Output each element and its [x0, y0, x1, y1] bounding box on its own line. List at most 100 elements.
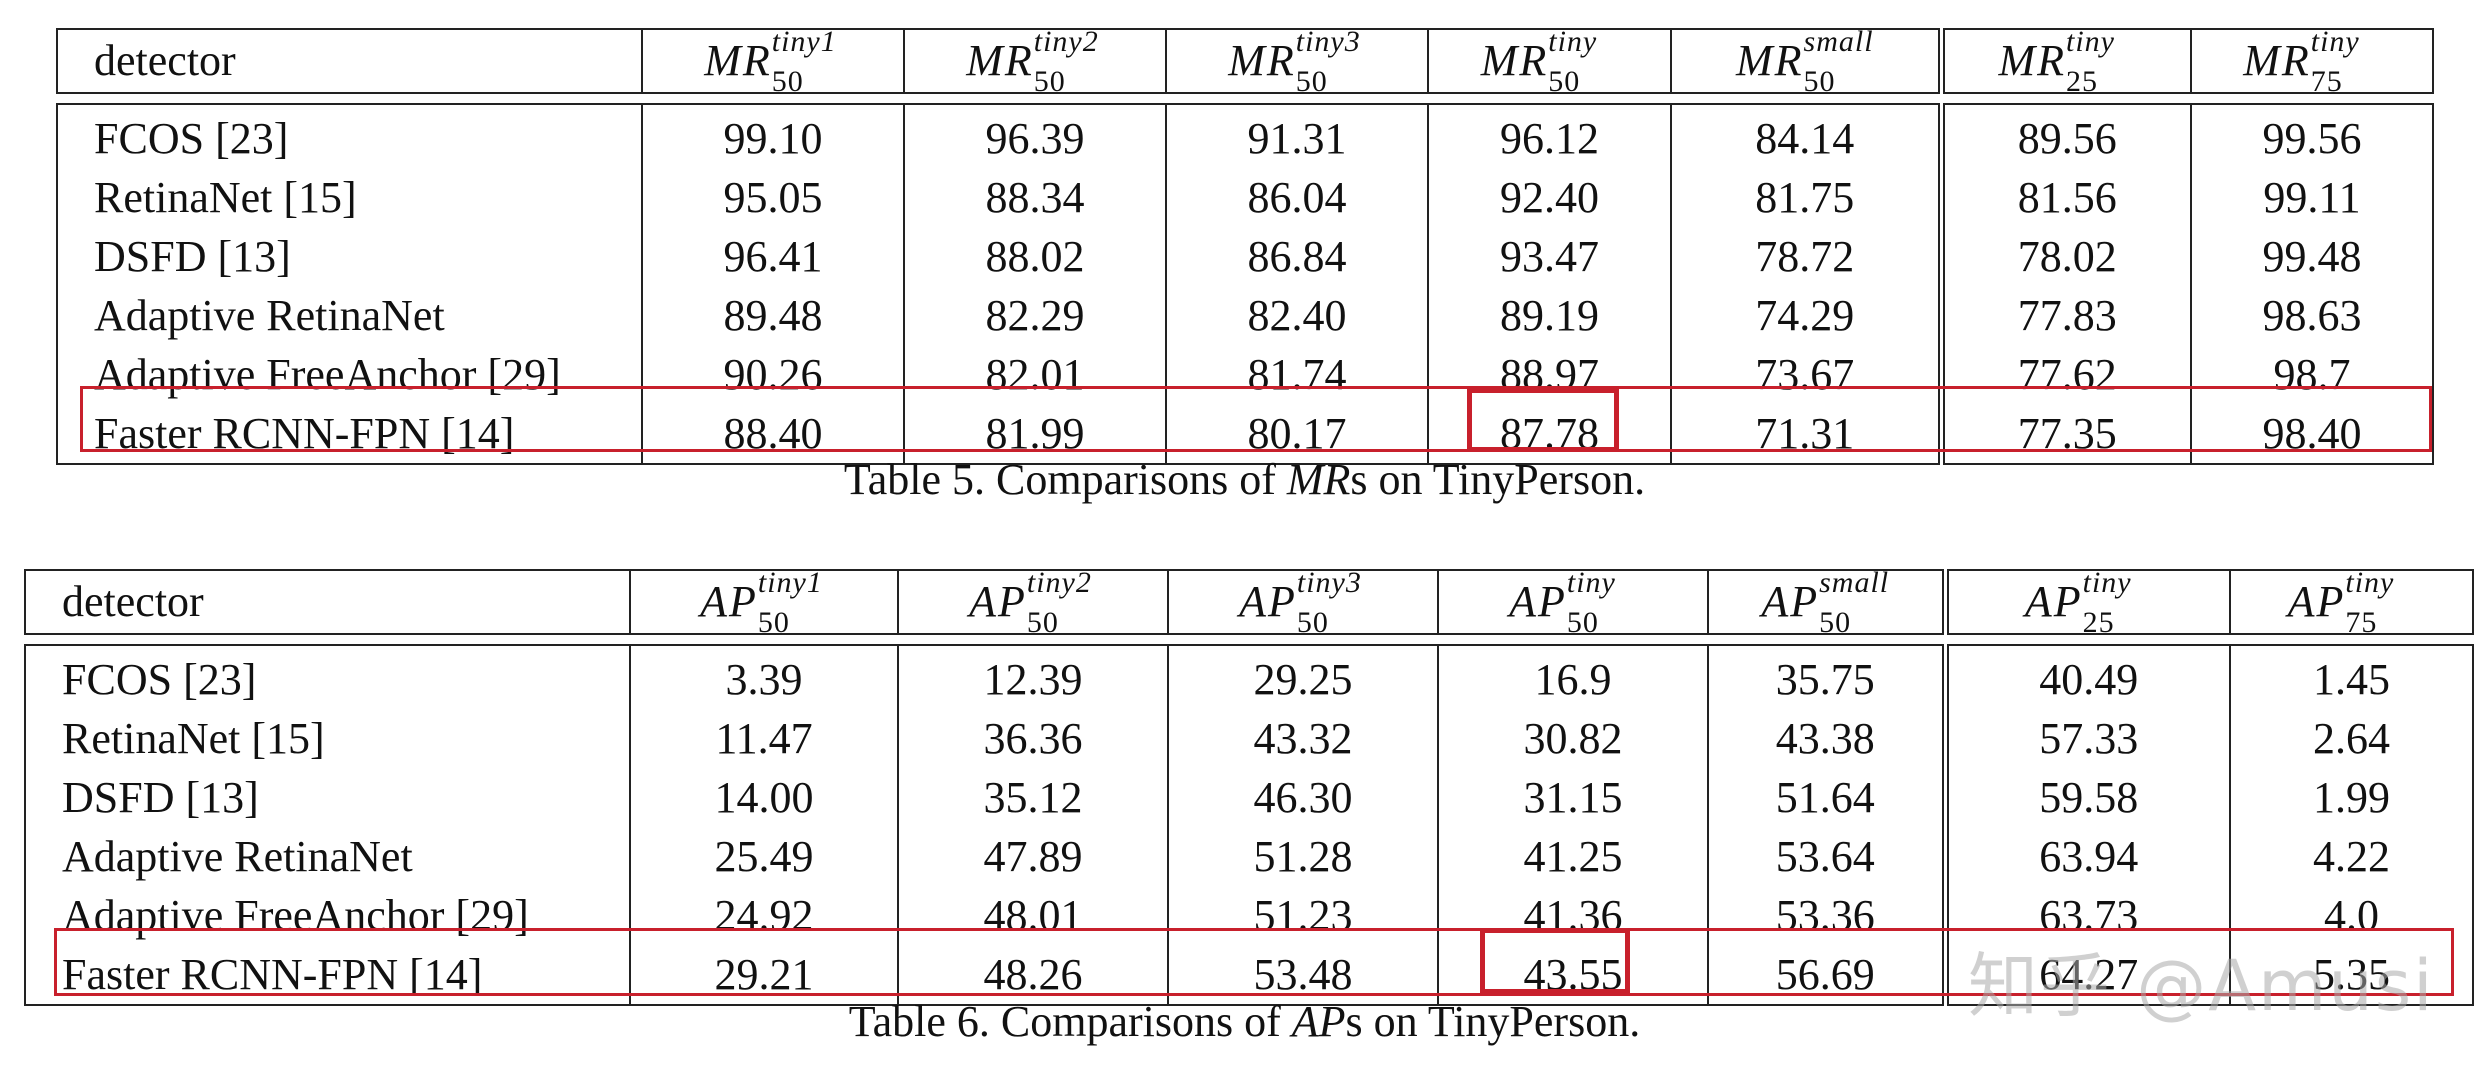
table-row: Adaptive RetinaNet 25.49 47.89 51.28 41.25 53…: [24, 827, 2474, 886]
metric-symbol: MR small 50: [1735, 27, 1874, 97]
caption-text: s on TinyPerson.: [1345, 997, 1641, 1046]
column-header-metric: MR tiny 75: [2190, 27, 2434, 97]
metric-symbol: MR tiny3 50: [1228, 27, 1366, 97]
metric-value-cell: 88.40: [641, 404, 905, 465]
metric-value-cell: 29.21: [629, 945, 899, 1006]
metric-base: AP: [1761, 577, 1820, 626]
metric-value-cell: 35.12: [897, 768, 1169, 827]
metric-value-cell: 89.19: [1427, 286, 1672, 345]
table-row: Adaptive FreeAnchor [29] 90.26 82.01 81.74 8…: [56, 345, 2434, 404]
metric-superscript: tiny3: [1296, 566, 1362, 599]
table-row: DSFD [13] 14.00 35.12 46.30 31.15 51.64 59.58 1…: [24, 768, 2474, 827]
detector-name-cell: FCOS [23]: [24, 644, 631, 709]
metric-value-cell: 96.39: [903, 103, 1167, 168]
table-6-header-row: detector AP tiny1 50 AP tiny2 50 AP tiny3 50 AP tin…: [24, 566, 2474, 638]
column-header-detector: detector: [24, 569, 631, 635]
metric-base: MR: [2243, 36, 2311, 85]
metric-superscript: tiny: [2310, 25, 2360, 58]
metric-symbol: MR tiny1 50: [704, 27, 842, 97]
metric-value-cell: 3.39: [629, 644, 899, 709]
metric-value-cell: 4.22: [2229, 827, 2474, 886]
metric-superscript: small: [1819, 566, 1890, 599]
metric-subscript: 50: [1296, 606, 1329, 639]
metric-value-cell: 11.47: [629, 709, 899, 768]
metric-subscript: 25: [2082, 606, 2115, 639]
metric-value-cell: 53.36: [1707, 886, 1946, 945]
detector-name-cell: Faster RCNN-FPN [14]: [24, 945, 631, 1006]
metric-value-cell: 30.82: [1437, 709, 1709, 768]
metric-value-cell: 90.26: [641, 345, 905, 404]
metric-value-cell: 95.05: [641, 168, 905, 227]
metric-superscript: tiny: [1548, 25, 1598, 58]
metric-value-cell: 43.55: [1437, 945, 1709, 1006]
metric-subscript: 25: [2066, 65, 2099, 98]
metric-symbol: MR tiny 75: [2243, 27, 2381, 97]
table-5-mr: detector MR tiny1 50 MR tiny2 50 MR tiny3 50 MR tin…: [56, 25, 2434, 465]
metric-value-cell: 93.47: [1427, 227, 1672, 286]
metric-value-cell: 71.31: [1670, 404, 1942, 465]
metric-value-cell: 81.74: [1165, 345, 1429, 404]
metric-value-cell: 59.58: [1941, 768, 2231, 827]
table-row: FCOS [23] 99.10 96.39 91.31 96.12 84.14 89.56 9…: [56, 103, 2434, 168]
metric-value-cell: 96.41: [641, 227, 905, 286]
metric-value-cell: 82.01: [903, 345, 1167, 404]
metric-value-cell: 24.92: [629, 886, 899, 945]
metric-base: MR: [1480, 36, 1549, 85]
detector-name-cell: RetinaNet [15]: [56, 168, 643, 227]
metric-base: AP: [2024, 577, 2083, 626]
metric-value-cell: 77.35: [1937, 404, 2192, 465]
detector-name-cell: DSFD [13]: [24, 768, 631, 827]
column-header-metric: AP tiny 50: [1437, 568, 1709, 638]
metric-value-cell: 57.33: [1941, 709, 2231, 768]
metric-value-cell: 89.56: [1937, 103, 2192, 168]
detector-name-cell: RetinaNet [15]: [24, 709, 631, 768]
metric-subscript: 50: [757, 606, 790, 639]
caption-text: Table 5. Comparisons of: [843, 455, 1287, 504]
metric-base: AP: [1239, 577, 1297, 626]
metric-base: MR: [704, 36, 772, 85]
metric-value-cell: 1.45: [2229, 644, 2474, 709]
metric-subscript: 50: [1803, 65, 1836, 98]
metric-value-cell: 41.36: [1437, 886, 1709, 945]
metric-value-cell: 35.75: [1707, 644, 1946, 709]
table-row: Adaptive FreeAnchor [29] 24.92 48.01 51.23 4…: [24, 886, 2474, 945]
metric-subscript: 50: [1566, 606, 1599, 639]
metric-value-cell: 81.75: [1670, 168, 1942, 227]
metric-value-cell: 82.29: [903, 286, 1167, 345]
metric-value-cell: 77.62: [1937, 345, 2192, 404]
metric-base: MR: [966, 36, 1034, 85]
header-label: detector: [62, 577, 204, 626]
metric-subscript: 75: [2310, 65, 2343, 98]
metric-value-cell: 99.56: [2190, 103, 2434, 168]
metric-symbol: AP tiny1 50: [700, 568, 828, 638]
metric-value-cell: 88.02: [903, 227, 1167, 286]
metric-value-cell: 40.49: [1941, 644, 2231, 709]
metric-superscript: tiny1: [757, 566, 823, 599]
table-row: Faster RCNN-FPN [14] 88.40 81.99 80.17 87.78…: [56, 404, 2434, 465]
metric-value-cell: 5.35: [2229, 945, 2474, 1006]
metric-symbol: AP tiny2 50: [969, 568, 1097, 638]
metric-value-cell: 2.64: [2229, 709, 2474, 768]
metric-subscript: 75: [2345, 606, 2378, 639]
metric-value-cell: 99.10: [641, 103, 905, 168]
metric-subscript: 50: [1026, 606, 1059, 639]
column-header-metric: AP tiny2 50: [897, 568, 1169, 638]
caption-math: AP: [1291, 997, 1346, 1046]
metric-value-cell: 89.48: [641, 286, 905, 345]
metric-base: MR: [1228, 36, 1296, 85]
detector-name-cell: DSFD [13]: [56, 227, 643, 286]
metric-value-cell: 16.9: [1437, 644, 1709, 709]
gap-cell: [57, 93, 642, 104]
detector-name-cell: FCOS [23]: [56, 103, 643, 168]
gap-cell: [25, 634, 630, 645]
metric-value-cell: 36.36: [897, 709, 1169, 768]
table-row: Adaptive RetinaNet 89.48 82.29 82.40 89.19 74…: [56, 286, 2434, 345]
column-header-metric: MR tiny3 50: [1165, 27, 1429, 97]
metric-base: MR: [1735, 36, 1804, 85]
metric-value-cell: 84.14: [1670, 103, 1942, 168]
metric-value-cell: 1.99: [2229, 768, 2474, 827]
metric-value-cell: 63.73: [1941, 886, 2231, 945]
column-header-metric: MR tiny 50: [1427, 25, 1672, 97]
column-header-metric: MR tiny1 50: [641, 27, 905, 97]
metric-value-cell: 98.40: [2190, 404, 2434, 465]
